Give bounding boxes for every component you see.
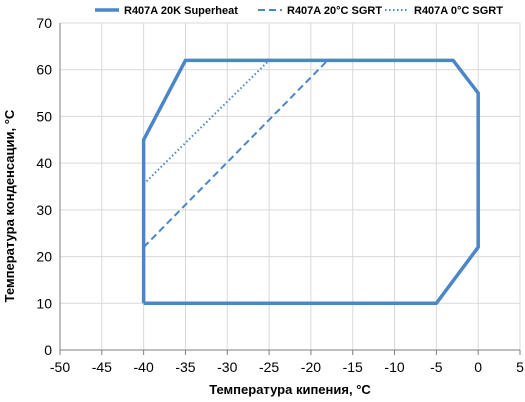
legend-label-1: R407A 20K Superheat <box>124 5 238 17</box>
y-tick-label: 10 <box>36 295 52 311</box>
x-tick-label: -35 <box>175 359 195 375</box>
y-tick-label: 40 <box>36 155 52 171</box>
legend: R407A 20K Superheat R407A 20°C SGRT R407A … <box>95 5 503 17</box>
legend-label-2: R407A 20°C SGRT <box>287 5 382 17</box>
y-tick-label: 0 <box>44 342 52 358</box>
y-tick-label: 30 <box>36 202 52 218</box>
x-tick-label: -5 <box>430 359 443 375</box>
x-tick-label: 5 <box>516 359 524 375</box>
series-line-3 <box>142 59 270 185</box>
x-tick-label: -10 <box>384 359 404 375</box>
series-lines <box>141 58 480 306</box>
y-axis-title: Температура конденсации, °C <box>2 109 17 302</box>
legend-label-3: R407A 0°C SGRT <box>414 5 503 17</box>
x-axis-title: Температура кипения, °C <box>209 382 371 397</box>
x-tick-label: -15 <box>343 359 363 375</box>
x-tick-label: -25 <box>259 359 279 375</box>
x-tick-label: -50 <box>50 359 70 375</box>
x-tick-label: -20 <box>301 359 321 375</box>
y-tick-label: 70 <box>36 15 52 31</box>
x-tick-label: 0 <box>474 359 482 375</box>
y-tick-label: 50 <box>36 108 52 124</box>
x-tick-label: -45 <box>92 359 112 375</box>
series-line-1 <box>141 58 480 306</box>
y-tick-label: 20 <box>36 249 52 265</box>
grid <box>60 22 521 350</box>
y-tick-label: 60 <box>36 62 52 78</box>
x-tick-label: -40 <box>134 359 154 375</box>
x-tick-label: -30 <box>217 359 237 375</box>
